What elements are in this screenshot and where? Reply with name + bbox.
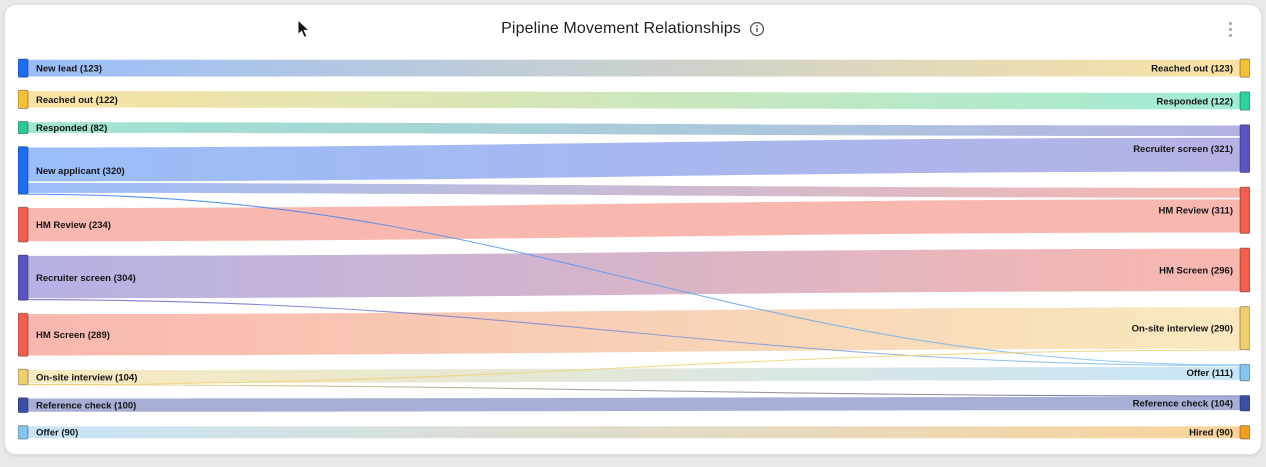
sankey-node-right-responded[interactable] (1239, 91, 1251, 111)
sankey-node-right-reached-out[interactable] (1239, 58, 1251, 78)
sankey-label-left-responded: Responded (82) (36, 123, 107, 134)
pipeline-chart-card: Pipeline Movement Relationships New lead… (4, 4, 1262, 455)
sankey-node-left-recruiter-screen[interactable] (17, 254, 29, 301)
sankey-flow-on-site-interview-to-on-site-interview[interactable] (28, 349, 1240, 386)
sankey-label-right-responded: Responded (122) (1156, 96, 1233, 107)
kebab-dot (1228, 33, 1232, 37)
sankey-label-left-offer: Offer (90) (36, 428, 78, 439)
title-group: Pipeline Movement Relationships (501, 20, 765, 38)
sankey-label-left-new-lead: New lead (123) (36, 64, 102, 75)
card-header: Pipeline Movement Relationships (5, 5, 1261, 53)
kebab-dot (1228, 21, 1232, 25)
sankey-label-left-hm-screen: HM Screen (289) (36, 330, 110, 341)
sankey-node-right-reference-check[interactable] (1239, 395, 1251, 412)
sankey-label-left-on-site-interview: On-site interview (104) (36, 372, 137, 383)
chart-title: Pipeline Movement Relationships (501, 20, 741, 37)
sankey-node-left-responded[interactable] (17, 120, 29, 135)
sankey-label-right-hm-screen: HM Screen (296) (1159, 265, 1233, 276)
sankey-node-left-reference-check[interactable] (17, 397, 29, 414)
sankey-flow-new-applicant-to-hm-review[interactable] (28, 182, 1240, 198)
sankey-flow-offer-to-hired[interactable] (28, 426, 1240, 439)
kebab-dot (1228, 27, 1232, 31)
sankey-label-right-reference-check: Reference check (104) (1133, 399, 1233, 410)
kebab-menu-icon[interactable] (1223, 18, 1237, 40)
sankey-label-right-hm-review: HM Review (311) (1159, 206, 1233, 217)
sankey-flow-new-applicant-to-offer[interactable] (28, 193, 1240, 366)
sankey-flow-new-applicant-to-recruiter-screen[interactable] (28, 137, 1240, 182)
sankey-node-right-offer[interactable] (1239, 363, 1251, 382)
sankey-node-left-new-applicant[interactable] (17, 146, 29, 195)
sankey-flow-hm-screen-to-on-site-interview[interactable] (28, 307, 1240, 356)
sankey-flow-new-lead-to-reached-out[interactable] (28, 59, 1240, 77)
sankey-label-left-hm-review: HM Review (234) (36, 220, 111, 231)
info-icon[interactable] (749, 21, 765, 37)
sankey-node-right-hired[interactable] (1239, 425, 1251, 440)
sankey-flow-on-site-interview-to-reference-check[interactable] (28, 384, 1240, 397)
sankey-node-left-new-lead[interactable] (17, 58, 29, 78)
sankey-label-left-reached-out: Reached out (122) (36, 95, 118, 106)
sankey-node-right-hm-review[interactable] (1239, 186, 1251, 234)
sankey-label-right-recruiter-screen: Recruiter screen (321) (1133, 144, 1233, 155)
sankey-chart: New lead (123) Reached out (122) Responded… (17, 57, 1251, 454)
sankey-label-right-hired: Hired (90) (1189, 428, 1233, 439)
sankey-label-right-on-site-interview: On-site interview (290) (1132, 324, 1233, 335)
sankey-node-left-hm-review[interactable] (17, 206, 29, 243)
sankey-node-left-on-site-interview[interactable] (17, 368, 29, 386)
sankey-flow-reference-check-to-reference-check[interactable] (28, 396, 1240, 412)
sankey-flow-recruiter-screen-to-hm-screen[interactable] (28, 248, 1240, 299)
sankey-label-left-new-applicant: New applicant (320) (36, 166, 125, 177)
sankey-node-right-on-site-interview[interactable] (1239, 306, 1251, 351)
sankey-node-left-offer[interactable] (17, 425, 29, 440)
sankey-flow-responded-to-recruiter-screen[interactable] (28, 122, 1240, 137)
sankey-flow-hm-review-to-hm-review[interactable] (28, 199, 1240, 242)
sankey-node-right-hm-screen[interactable] (1239, 247, 1251, 293)
sankey-node-right-recruiter-screen[interactable] (1239, 124, 1251, 173)
sankey-flow-reached-out-to-responded[interactable] (28, 91, 1240, 110)
sankey-flow-on-site-interview-to-offer[interactable] (28, 366, 1240, 384)
sankey-label-left-recruiter-screen: Recruiter screen (304) (36, 273, 136, 284)
sankey-flow-recruiter-screen-to-offer[interactable] (28, 299, 1240, 367)
sankey-label-left-reference-check: Reference check (100) (36, 401, 136, 412)
sankey-node-left-reached-out[interactable] (17, 89, 29, 109)
sankey-node-left-hm-screen[interactable] (17, 312, 29, 357)
sankey-label-right-reached-out: Reached out (123) (1151, 64, 1233, 75)
sankey-label-right-offer: Offer (111) (1187, 368, 1233, 379)
